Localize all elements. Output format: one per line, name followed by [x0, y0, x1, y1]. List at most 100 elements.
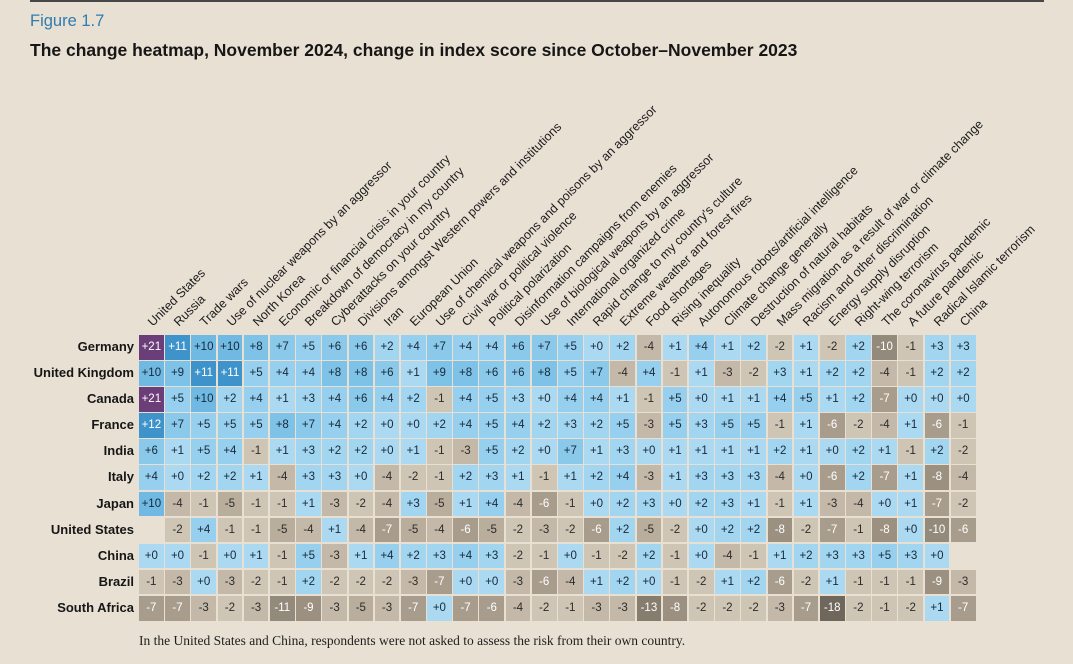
heatmap-cell: +3	[688, 465, 714, 491]
heatmap-cell: +1	[505, 465, 531, 491]
heatmap-cell: +1	[793, 335, 819, 360]
heatmap-cell: -2	[741, 595, 766, 621]
heatmap-cell: +2	[348, 413, 374, 438]
heatmap-cell: +4	[453, 543, 478, 569]
heatmap-cell: +7	[558, 439, 583, 464]
heatmap-cell: +1	[165, 439, 190, 464]
heatmap-cell: -4	[636, 335, 662, 360]
heatmap-cell: +1	[584, 569, 609, 595]
heatmap-cell: +1	[662, 335, 688, 360]
heatmap-cell: +0	[427, 595, 452, 621]
heatmap-cell: +10	[217, 335, 243, 360]
heatmap-cell: +3	[610, 439, 636, 464]
heatmap-cell: -3	[322, 595, 347, 621]
heatmap-cell: +2	[610, 569, 636, 595]
heatmap-cell: -3	[191, 595, 217, 621]
heatmap-cell: -2	[243, 569, 269, 595]
heatmap-cell: +0	[793, 465, 819, 491]
heatmap-cell: -1	[269, 543, 295, 569]
heatmap-cell: -4	[767, 465, 793, 491]
heatmap-cell: +2	[950, 361, 976, 386]
heatmap-cell: +4	[767, 387, 793, 412]
heatmap-cell: -2	[793, 517, 819, 543]
heatmap-cell: -6	[924, 413, 950, 438]
heatmap-cell: +4	[191, 517, 217, 543]
heatmap-cell: +1	[898, 413, 924, 438]
heatmap-cell: +8	[453, 361, 478, 386]
heatmap-cell: +2	[217, 387, 243, 412]
heatmap-cell: +4	[243, 387, 269, 412]
heatmap-cell: +0	[558, 543, 583, 569]
heatmap-cell: +0	[531, 387, 557, 412]
heatmap-cell: +3	[400, 491, 426, 517]
heatmap-cell: +1	[715, 335, 740, 360]
heatmap-cell: -9	[296, 595, 321, 621]
heatmap-cell: -1	[558, 595, 583, 621]
heatmap-cell: -1	[898, 439, 924, 464]
heatmap-cell: -2	[950, 491, 976, 517]
heatmap-cell: -8	[662, 595, 688, 621]
heatmap-cell: +2	[400, 543, 426, 569]
heatmap-cell: -7	[950, 595, 976, 621]
heatmap-cell: -1	[767, 491, 793, 517]
heatmap-cell: -1	[846, 569, 871, 595]
heatmap-cell: +0	[584, 335, 609, 360]
heatmap-cell: -4	[558, 569, 583, 595]
heatmap-cell: +2	[846, 439, 871, 464]
heatmap-cell: +0	[819, 439, 845, 464]
heatmap-cell: +3	[296, 465, 321, 491]
heatmap-cell: -2	[505, 517, 531, 543]
heatmap-cell: +6	[348, 335, 374, 360]
heatmap-cell: +0	[898, 517, 924, 543]
heatmap-cell: +0	[950, 387, 976, 412]
heatmap-cell: -2	[846, 413, 871, 438]
heatmap-cell: -5	[269, 517, 295, 543]
heatmap-cell: +5	[715, 413, 740, 438]
heatmap-cell: +8	[322, 361, 347, 386]
heatmap-cell: +5	[165, 387, 190, 412]
heatmap-cell: +4	[479, 491, 505, 517]
heatmap-cell: +2	[819, 361, 845, 386]
heatmap-cell: -1	[846, 517, 871, 543]
heatmap-cell: +2	[793, 543, 819, 569]
heatmap-cell: -1	[243, 517, 269, 543]
heatmap-cell: +0	[348, 465, 374, 491]
heatmap-cell: +5	[479, 439, 505, 464]
heatmap-cell: -1	[898, 335, 924, 360]
heatmap-cell: -4	[374, 465, 400, 491]
heatmap-cell: +0	[191, 569, 217, 595]
heatmap-cell: -2	[846, 595, 871, 621]
heatmap-cell: -5	[400, 517, 426, 543]
heatmap-cell: +8	[348, 361, 374, 386]
heatmap-cell: -1	[872, 595, 897, 621]
heatmap-cell: +1	[269, 439, 295, 464]
figure-label: Figure 1.7	[30, 12, 105, 30]
row-label: Germany	[77, 339, 134, 354]
heatmap-cell: -1	[427, 439, 452, 464]
row-label: China	[97, 547, 134, 563]
heatmap-cell: +1	[741, 439, 766, 464]
heatmap-cell: -7	[872, 465, 897, 491]
heatmap-cell: -5	[636, 517, 662, 543]
heatmap-cell: -1	[243, 491, 269, 517]
heatmap-cell: +7	[165, 413, 190, 438]
heatmap-cell: -6	[531, 491, 557, 517]
row-label: Japan	[96, 495, 134, 511]
heatmap-cell: +5	[479, 413, 505, 438]
heatmap-cell: -1	[584, 543, 609, 569]
heatmap-cell: +10	[191, 387, 217, 412]
heatmap-cell: -3	[636, 413, 662, 438]
heatmap-cell: -2	[531, 595, 557, 621]
heatmap-cell: +3	[558, 413, 583, 438]
heatmap-cell: -2	[793, 569, 819, 595]
column-headers: United States Russia Trade wars Use of nucl…	[139, 90, 1038, 331]
heatmap-cell: +1	[400, 361, 426, 386]
heatmap-cell: +3	[636, 491, 662, 517]
heatmap-cell: -3	[400, 569, 426, 595]
heatmap-cell: +4	[688, 335, 714, 360]
heatmap-cell: +1	[819, 387, 845, 412]
heatmap-cell: +6	[322, 335, 347, 360]
heatmap-cell: +4	[453, 413, 478, 438]
heatmap-cell: +2	[741, 569, 766, 595]
